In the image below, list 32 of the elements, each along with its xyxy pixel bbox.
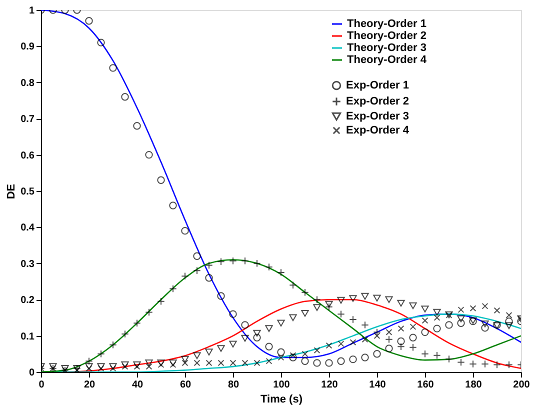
x-tick-label: 80 xyxy=(228,380,240,390)
y-tick-label: 0.8 xyxy=(20,78,35,89)
legend-label: Exp-Order 2 xyxy=(346,96,409,108)
legend-label: Theory-Order 3 xyxy=(347,42,426,54)
y-tick-label: 0.1 xyxy=(20,331,35,342)
x-tick-label: 100 xyxy=(273,380,290,390)
y-axis-title: DE xyxy=(6,184,18,200)
x-tick-label: 120 xyxy=(321,380,338,390)
legend-label: Exp-Order 4 xyxy=(346,124,410,136)
y-tick-label: 0.2 xyxy=(20,295,35,306)
y-tick-label: 0.6 xyxy=(20,150,35,162)
legend-label: Theory-Order 1 xyxy=(347,18,426,30)
y-tick-label: 0.3 xyxy=(20,258,35,270)
y-tick-label: 0.9 xyxy=(20,42,35,53)
y-tick-label: 0.7 xyxy=(20,114,35,126)
x-tick-label: 0 xyxy=(38,380,45,390)
y-tick-label: 0.4 xyxy=(20,222,35,234)
x-tick-label: 20 xyxy=(84,380,96,390)
y-tick-label: 0 xyxy=(28,368,35,378)
x-tick-label: 160 xyxy=(417,380,434,390)
x-tick-label: 200 xyxy=(513,380,530,390)
legend-label: Exp-Order 3 xyxy=(346,110,409,122)
x-tick-label: 40 xyxy=(132,380,144,390)
x-tick-label: 140 xyxy=(369,380,386,390)
x-tick-label: 180 xyxy=(465,380,482,390)
y-tick-label: 0.5 xyxy=(20,186,35,198)
x-tick-label: 60 xyxy=(180,380,192,390)
legend-label: Theory-Order 2 xyxy=(347,30,426,42)
legend-label: Exp-Order 1 xyxy=(346,80,409,92)
legend-label: Theory-Order 4 xyxy=(347,54,428,66)
y-tick-label: 1 xyxy=(28,6,35,16)
x-axis-title: Time (s) xyxy=(260,394,303,406)
